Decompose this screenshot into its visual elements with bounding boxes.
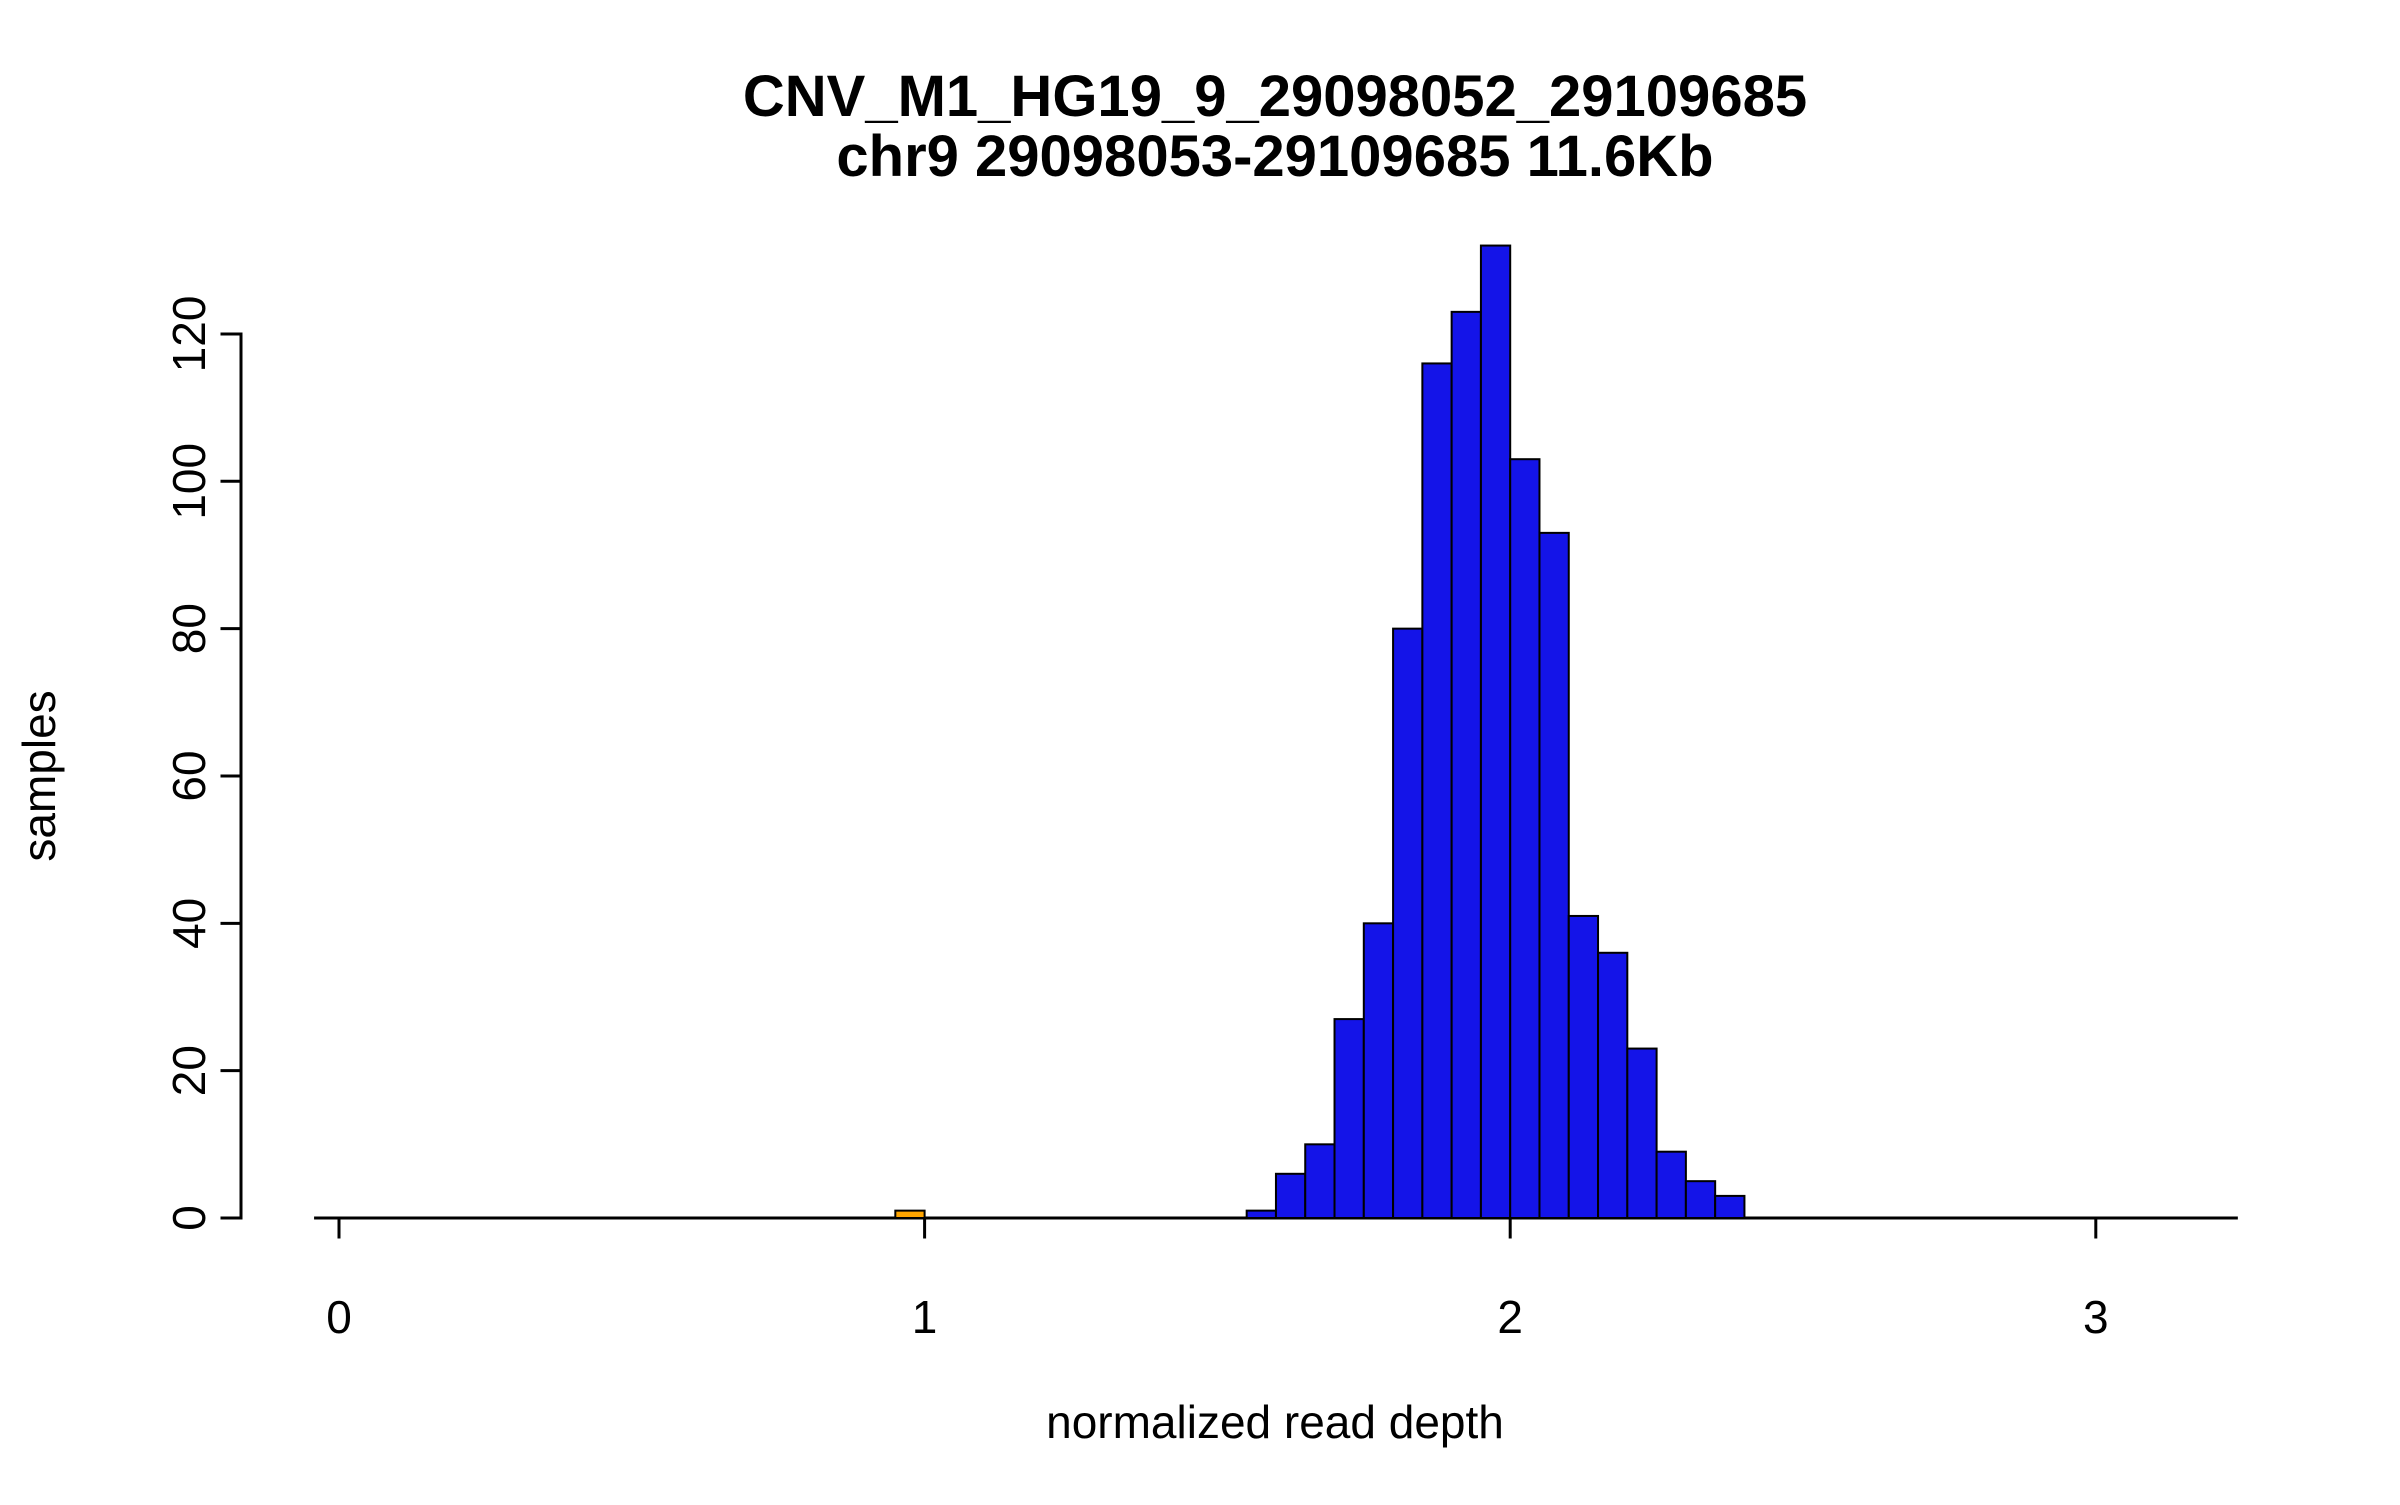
x-tick-label: 2 xyxy=(1497,1291,1523,1343)
y-axis-label: samples xyxy=(13,690,65,861)
histogram-bar xyxy=(1333,1018,1365,1219)
y-tick-label: 40 xyxy=(163,898,215,949)
axes: 0 1 2 3 0 20 40 60 80 100 120 xyxy=(163,296,2238,1343)
x-tick-label: 1 xyxy=(912,1291,938,1343)
histogram-bar xyxy=(894,1209,926,1220)
histogram-bar xyxy=(1714,1194,1746,1220)
histogram-bar xyxy=(1304,1143,1336,1219)
y-tick-label: 0 xyxy=(163,1205,215,1231)
histogram-bar xyxy=(1362,922,1395,1219)
x-axis-label: normalized read depth xyxy=(1046,1396,1504,1448)
histogram-bar xyxy=(1597,951,1629,1220)
histogram-bar xyxy=(1626,1047,1658,1219)
histogram-bar xyxy=(1538,531,1570,1219)
chart-title: CNV_M1_HG19_9_29098052_29109685 xyxy=(743,64,1807,129)
histogram-bar xyxy=(1655,1150,1687,1220)
histogram-bar xyxy=(1392,627,1424,1219)
histogram-bar xyxy=(1479,244,1512,1219)
histogram-bar xyxy=(1245,1209,1277,1220)
y-tick-label: 20 xyxy=(163,1045,215,1096)
y-tick-label: 80 xyxy=(163,603,215,654)
y-tick-label: 60 xyxy=(163,750,215,801)
chart-subtitle: chr9 29098053-29109685 11.6Kb xyxy=(836,124,1713,189)
y-tick-label: 100 xyxy=(163,443,215,520)
histogram-bars xyxy=(894,244,1746,1220)
y-tick-label: 120 xyxy=(163,296,215,373)
histogram-bar xyxy=(1421,362,1453,1220)
histogram-bar xyxy=(1684,1180,1717,1220)
x-tick-label: 0 xyxy=(326,1291,352,1343)
histogram-bar xyxy=(1450,310,1482,1219)
histogram-bar xyxy=(1509,458,1541,1220)
x-tick-label: 3 xyxy=(2083,1291,2109,1343)
histogram-bar xyxy=(1274,1172,1307,1219)
histogram-bar xyxy=(1567,914,1600,1219)
